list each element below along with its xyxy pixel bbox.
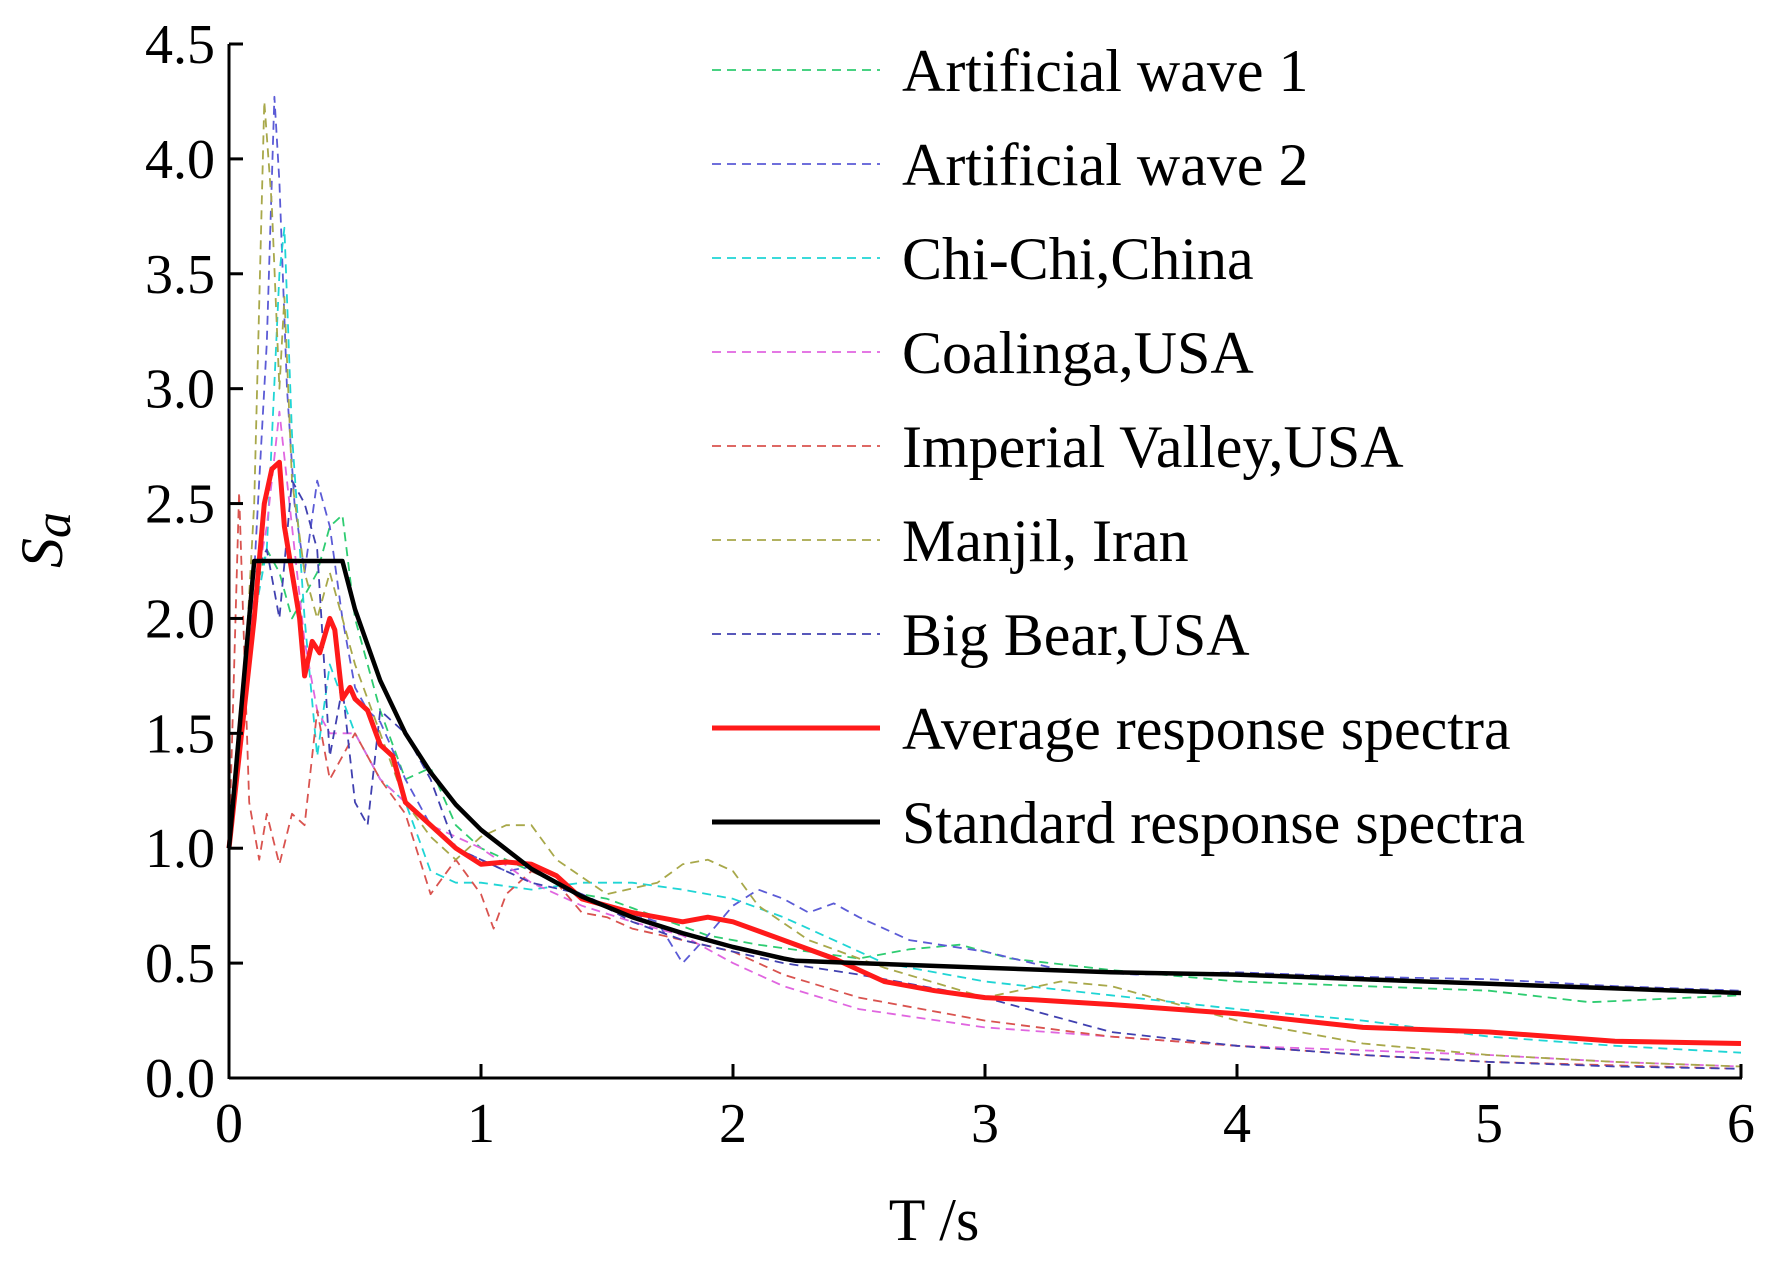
y-axis-label-base: S [9,538,75,568]
legend-label: Average response spectra [902,696,1511,762]
y-tick-label: 2.0 [145,588,215,650]
legend-label: Coalinga,USA [902,320,1254,386]
legend-label: Big Bear,USA [902,602,1250,668]
legend-label: Standard response spectra [902,790,1525,856]
series-line-manjil-iran [228,100,1742,1068]
x-tick-label: 2 [719,1093,747,1155]
y-tick-label: 1.0 [145,818,215,880]
x-tick-label: 4 [1223,1093,1251,1155]
y-tick-label: 0.0 [145,1048,215,1110]
y-axis-label: Sa [9,512,82,568]
series-line-imperial-valley-usa [228,491,1742,1070]
axes: 0 1 2 3 4 5 6 0.0 0.5 1.0 1.5 2.0 2.5 3.0 3.5 4.0 4.5 [145,14,1755,1155]
plot-lines [226,95,1742,1070]
y-tick-label: 0.5 [145,933,215,995]
series-line-average-response-spectra [226,459,1742,1046]
x-tick-label: 5 [1475,1093,1503,1155]
y-tick-label: 3.5 [145,244,215,306]
x-tick-label: 3 [971,1093,999,1155]
legend-label: Manjil, Iran [902,508,1189,574]
series-line-coalinga-usa [228,410,1742,1068]
x-tick-label: 6 [1727,1093,1755,1155]
legend: Artificial wave 1 Artificial wave 2 Chi-Ch… [712,38,1525,856]
y-axis-label-sub: a [25,512,82,538]
legend-label: Artificial wave 1 [902,38,1309,104]
x-tick-label: 1 [467,1093,495,1155]
y-ticks: 0.0 0.5 1.0 1.5 2.0 2.5 3.0 3.5 4.0 4.5 [145,14,243,1110]
series-line-chi-chi-china [228,226,1742,1054]
y-tick-label: 2.5 [145,474,215,536]
y-tick-label: 3.0 [145,359,215,421]
x-tick-label: 0 [215,1093,243,1155]
y-tick-label: 4.5 [145,14,215,76]
x-axis-label: T /s [889,1187,980,1253]
series-line-standard-response-spectra [226,558,1742,996]
y-tick-label: 4.0 [145,129,215,191]
legend-label: Artificial wave 2 [902,132,1309,198]
y-tick-label: 1.5 [145,703,215,765]
legend-label: Imperial Valley,USA [902,414,1404,480]
x-ticks: 0 1 2 3 4 5 6 [215,1064,1755,1155]
legend-label: Chi-Chi,China [902,226,1254,292]
